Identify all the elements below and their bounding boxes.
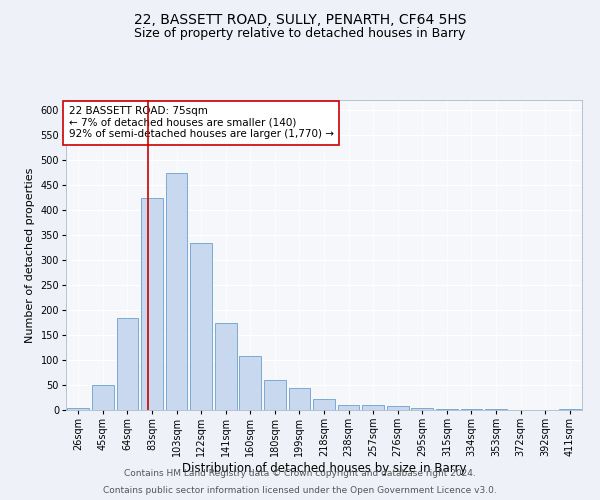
Bar [436,408,458,410]
Bar [116,318,138,410]
Bar [338,405,359,410]
Bar [461,408,482,410]
X-axis label: Distribution of detached houses by size in Barry: Distribution of detached houses by size … [182,462,466,475]
Bar [387,406,409,410]
Text: Contains HM Land Registry data © Crown copyright and database right 2024.: Contains HM Land Registry data © Crown c… [124,468,476,477]
Bar [559,409,581,410]
Bar [362,405,384,410]
Bar [215,322,236,410]
Bar [190,242,212,410]
Text: Contains public sector information licensed under the Open Government Licence v3: Contains public sector information licen… [103,486,497,495]
Bar [166,172,187,410]
Bar [239,356,261,410]
Bar [485,409,507,410]
Bar [264,380,286,410]
Bar [412,408,433,410]
Text: 22 BASSETT ROAD: 75sqm
← 7% of detached houses are smaller (140)
92% of semi-det: 22 BASSETT ROAD: 75sqm ← 7% of detached … [68,106,334,140]
Bar [92,385,113,410]
Bar [289,388,310,410]
Bar [313,399,335,410]
Bar [141,198,163,410]
Text: Size of property relative to detached houses in Barry: Size of property relative to detached ho… [134,28,466,40]
Text: 22, BASSETT ROAD, SULLY, PENARTH, CF64 5HS: 22, BASSETT ROAD, SULLY, PENARTH, CF64 5… [134,12,466,26]
Y-axis label: Number of detached properties: Number of detached properties [25,168,35,342]
Bar [67,408,89,410]
